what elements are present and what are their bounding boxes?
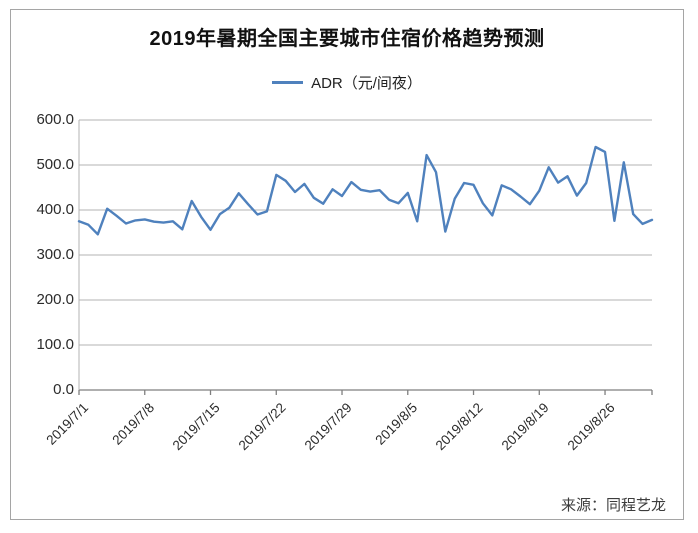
y-axis-tick-label: 0.0 (53, 381, 74, 398)
source-credit: 来源：同程艺龙 (560, 497, 666, 514)
y-axis-tick-label: 600.0 (36, 111, 74, 128)
y-axis-tick-label: 500.0 (36, 156, 74, 173)
chart-title: 2019年暑期全国主要城市住宿价格趋势预测 (149, 28, 545, 50)
y-axis-tick-label: 200.0 (36, 291, 74, 308)
y-axis-tick-label: 400.0 (36, 201, 74, 218)
y-axis-tick-label: 300.0 (36, 246, 74, 263)
legend-label: ADR（元/间夜） (311, 75, 422, 92)
adr-series-line (77, 145, 654, 236)
y-axis-tick-label: 100.0 (36, 336, 74, 353)
legend-line-swatch (272, 81, 304, 84)
legend: ADR（元/间夜） (10, 72, 684, 93)
chart-frame (10, 9, 684, 520)
